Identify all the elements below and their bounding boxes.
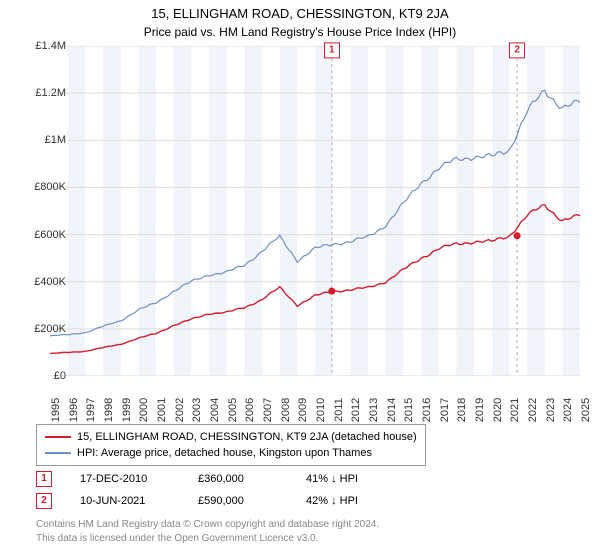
- xtick-label: 2023: [545, 398, 557, 422]
- legend-swatch-property: [45, 436, 71, 438]
- sale-date-1: 17-DEC-2010: [80, 473, 170, 485]
- xtick-label: 2007: [262, 398, 274, 422]
- chart-marker-2: 2: [509, 42, 525, 58]
- xtick-label: 2004: [209, 398, 221, 422]
- sale-price-1: £360,000: [198, 473, 278, 485]
- xtick-label: 2005: [227, 398, 239, 422]
- sale-date-2: 10-JUN-2021: [80, 495, 170, 507]
- xtick-label: 2001: [156, 398, 168, 422]
- chart-svg: [50, 46, 580, 376]
- ytick-label: £400K: [34, 276, 66, 288]
- chart-title: 15, ELLINGHAM ROAD, CHESSINGTON, KT9 2JA: [0, 0, 600, 21]
- xtick-label: 2006: [244, 398, 256, 422]
- sales-table: 1 17-DEC-2010 £360,000 41% ↓ HPI 2 10-JU…: [36, 468, 358, 512]
- legend-swatch-hpi: [45, 452, 71, 454]
- xtick-label: 2016: [421, 398, 433, 422]
- sale-marker-1: 1: [36, 471, 52, 487]
- xtick-label: 1998: [103, 398, 115, 422]
- sale-price-2: £590,000: [198, 495, 278, 507]
- chart-marker-1: 1: [324, 42, 340, 58]
- legend-row-property: 15, ELLINGHAM ROAD, CHESSINGTON, KT9 2JA…: [45, 429, 417, 445]
- xtick-label: 2011: [333, 398, 345, 422]
- footer-line-1: Contains HM Land Registry data © Crown c…: [36, 518, 379, 532]
- xtick-label: 1997: [85, 398, 97, 422]
- ytick-label: £0: [54, 370, 66, 382]
- sale-change-2: 42% ↓ HPI: [306, 495, 358, 507]
- sale-row-2: 2 10-JUN-2021 £590,000 42% ↓ HPI: [36, 490, 358, 512]
- xtick-label: 2017: [439, 398, 451, 422]
- xtick-label: 2022: [527, 398, 539, 422]
- sale-marker-2: 2: [36, 493, 52, 509]
- xtick-label: 2018: [456, 398, 468, 422]
- xtick-label: 2012: [350, 398, 362, 422]
- xtick-label: 2025: [580, 398, 592, 422]
- xtick-label: 2013: [368, 398, 380, 422]
- xtick-label: 1995: [50, 398, 62, 422]
- xtick-label: 2024: [562, 398, 574, 422]
- chart-area: [50, 46, 580, 376]
- footer-line-2: This data is licensed under the Open Gov…: [36, 532, 379, 546]
- xtick-label: 2021: [509, 398, 521, 422]
- ytick-label: £1.2M: [35, 87, 66, 99]
- xtick-label: 2000: [138, 398, 150, 422]
- footer: Contains HM Land Registry data © Crown c…: [36, 518, 379, 546]
- xtick-label: 2002: [174, 398, 186, 422]
- ytick-label: £800K: [34, 181, 66, 193]
- xtick-label: 2014: [386, 398, 398, 422]
- xtick-label: 2020: [492, 398, 504, 422]
- ytick-label: £1.4M: [35, 40, 66, 52]
- ytick-label: £600K: [34, 229, 66, 241]
- ytick-label: £1M: [45, 134, 66, 146]
- xtick-label: 2015: [403, 398, 415, 422]
- xtick-label: 2003: [191, 398, 203, 422]
- ytick-label: £200K: [34, 323, 66, 335]
- xtick-label: 2010: [315, 398, 327, 422]
- legend-row-hpi: HPI: Average price, detached house, King…: [45, 445, 417, 461]
- legend-label-property: 15, ELLINGHAM ROAD, CHESSINGTON, KT9 2JA…: [77, 429, 417, 445]
- legend-label-hpi: HPI: Average price, detached house, King…: [77, 445, 372, 461]
- xtick-label: 1996: [68, 398, 80, 422]
- xtick-label: 2009: [297, 398, 309, 422]
- xtick-label: 2008: [280, 398, 292, 422]
- xtick-label: 1999: [121, 398, 133, 422]
- legend: 15, ELLINGHAM ROAD, CHESSINGTON, KT9 2JA…: [36, 424, 426, 466]
- chart-subtitle: Price paid vs. HM Land Registry's House …: [0, 21, 600, 43]
- xtick-label: 2019: [474, 398, 486, 422]
- sale-change-1: 41% ↓ HPI: [306, 473, 358, 485]
- sale-row-1: 1 17-DEC-2010 £360,000 41% ↓ HPI: [36, 468, 358, 490]
